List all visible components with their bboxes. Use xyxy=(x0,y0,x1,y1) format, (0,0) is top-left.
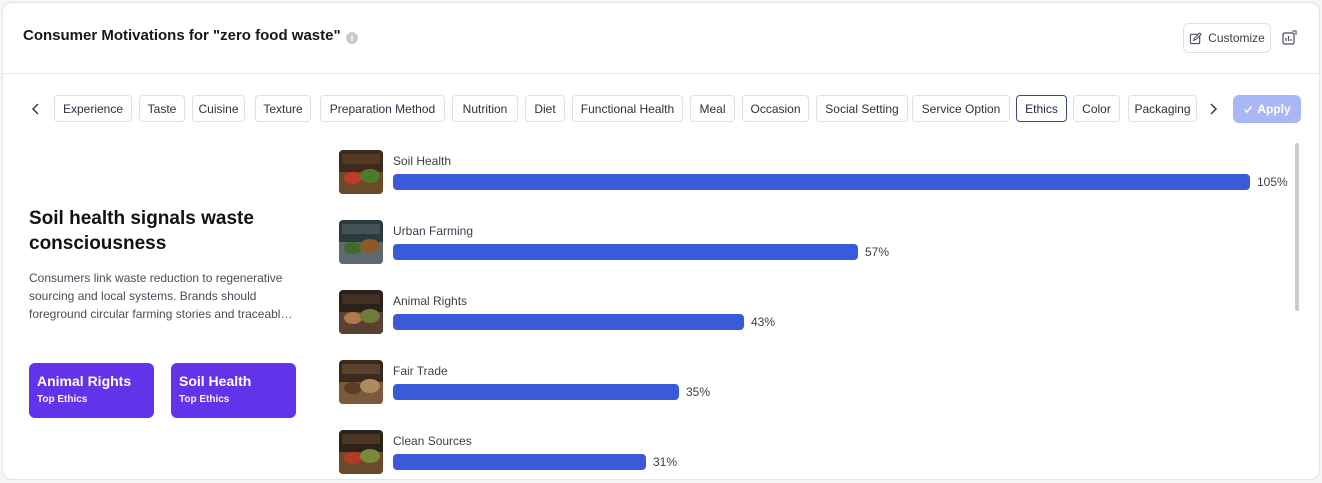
bar xyxy=(393,454,646,470)
tab-diet[interactable]: Diet xyxy=(525,95,565,122)
chevron-right-icon[interactable] xyxy=(1205,101,1221,117)
info-icon[interactable]: i xyxy=(346,32,358,44)
motivation-thumbnail xyxy=(339,150,383,194)
tab-experience[interactable]: Experience xyxy=(54,95,132,122)
motivation-row[interactable]: Animal Rights 43% xyxy=(339,290,1299,336)
tab-meal[interactable]: Meal xyxy=(690,95,735,122)
top-card-subtitle: Top Ethics xyxy=(37,394,88,405)
motivation-thumbnail xyxy=(339,290,383,334)
bar-category-label: Fair Trade xyxy=(393,364,448,378)
bar-category-label: Urban Farming xyxy=(393,224,474,238)
tab-texture[interactable]: Texture xyxy=(255,95,311,122)
top-card-soil-health[interactable]: Soil Health Top Ethics xyxy=(171,363,296,418)
bar-category-label: Animal Rights xyxy=(393,294,468,308)
tab-packaging[interactable]: Packaging xyxy=(1128,95,1197,122)
tab-functional-health[interactable]: Functional Health xyxy=(572,95,683,122)
motivation-row[interactable]: Clean Sources 31% xyxy=(339,430,1299,476)
chart-export-icon[interactable] xyxy=(1281,30,1297,46)
bar-category-label: Soil Health xyxy=(393,154,452,168)
tab-social-setting[interactable]: Social Setting xyxy=(816,95,908,122)
customize-button[interactable]: Customize xyxy=(1183,23,1271,53)
chevron-left-icon[interactable] xyxy=(28,101,44,117)
motivation-thumbnail xyxy=(339,430,383,474)
bar-value-label: 35% xyxy=(686,385,711,399)
bar xyxy=(393,314,744,330)
customize-label: Customize xyxy=(1208,31,1265,45)
bar-value-label: 105% xyxy=(1257,175,1288,189)
card-header: Consumer Motivations for "zero food wast… xyxy=(3,3,1319,74)
motivation-thumbnail xyxy=(339,360,383,404)
tab-cuisine[interactable]: Cuisine xyxy=(192,95,245,122)
top-card-name: Soil Health xyxy=(179,373,252,389)
motivation-row[interactable]: Fair Trade 35% xyxy=(339,360,1299,406)
tab-ethics[interactable]: Ethics xyxy=(1016,95,1067,122)
bar-category-label: Clean Sources xyxy=(393,434,472,448)
tab-preparation-method[interactable]: Preparation Method xyxy=(320,95,445,122)
motivation-row[interactable]: Soil Health 105% xyxy=(339,150,1299,196)
tab-taste[interactable]: Taste xyxy=(139,95,185,122)
bar xyxy=(393,244,858,260)
apply-button[interactable]: Apply xyxy=(1233,95,1301,123)
top-card-animal-rights[interactable]: Animal Rights Top Ethics xyxy=(29,363,154,418)
page-title: Consumer Motivations for "zero food wast… xyxy=(23,27,341,44)
scrollbar[interactable] xyxy=(1295,143,1299,311)
tab-service-option[interactable]: Service Option xyxy=(912,95,1010,122)
top-card-subtitle: Top Ethics xyxy=(179,394,230,405)
bar-value-label: 57% xyxy=(865,245,890,259)
bar-value-label: 43% xyxy=(751,315,776,329)
insight-body: Consumers link waste reduction to regene… xyxy=(29,271,293,321)
motivation-row[interactable]: Urban Farming 57% xyxy=(339,220,1299,266)
insight-title: Soil health signals waste consciousness xyxy=(29,208,254,254)
bar xyxy=(393,174,1250,190)
bar-value-label: 31% xyxy=(653,455,678,469)
apply-label: Apply xyxy=(1257,102,1291,116)
bar xyxy=(393,384,679,400)
edit-icon xyxy=(1189,31,1202,44)
check-icon xyxy=(1244,106,1253,114)
tab-color[interactable]: Color xyxy=(1073,95,1120,122)
top-card-name: Animal Rights xyxy=(37,373,132,389)
tab-nutrition[interactable]: Nutrition xyxy=(452,95,518,122)
motivation-thumbnail xyxy=(339,220,383,264)
tab-occasion[interactable]: Occasion xyxy=(742,95,809,122)
